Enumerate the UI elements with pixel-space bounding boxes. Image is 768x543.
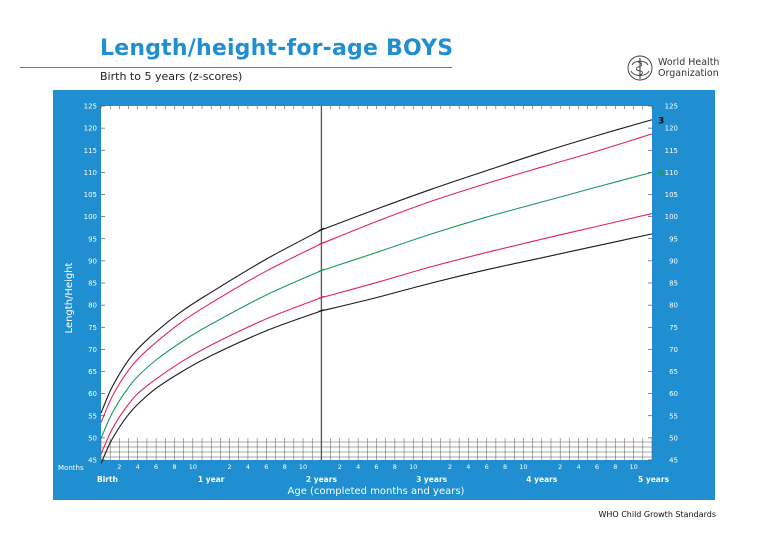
who-name: World Health Organization [658,57,719,79]
y-tick-label-right: 120 [665,125,678,133]
year-label: 3 years [416,475,448,484]
month-tick-label: 8 [613,463,617,471]
y-tick-label-right: 50 [669,434,678,442]
month-tick-label: 4 [136,463,140,471]
y-tick-label-right: 60 [669,390,678,398]
curve-label-z0: 0 [658,169,664,179]
y-tick-label-left: 105 [84,191,97,199]
months-axis-label: Months [58,464,84,472]
y-tick-label-left: 120 [84,125,97,133]
y-tick-label-left: 65 [88,368,97,376]
y-tick-label-left: 95 [88,235,97,243]
y-tick-label-right: 80 [669,302,678,310]
y-tick-label-left: 45 [88,457,97,465]
x-axis-label: Age (completed months and years) [288,486,465,497]
y-tick-label-left: 100 [84,213,97,221]
month-tick-label: 2 [227,463,231,471]
year-label: 4 years [526,475,558,484]
month-tick-label: 2 [338,463,342,471]
month-tick-label: 6 [374,463,378,471]
month-tick-label: 10 [189,463,197,471]
month-tick-label: 8 [393,463,397,471]
month-tick-label: 10 [299,463,307,471]
series-line-z-2 [100,212,653,455]
year-label: 1 year [198,475,225,484]
month-tick-label: 8 [172,463,176,471]
y-tick-label-left: 125 [84,103,97,111]
axis-ticks [100,105,653,461]
y-tick-label-right: 85 [669,280,678,288]
chart-title: Length/height-for-age BOYS [100,36,454,61]
series-group [100,119,653,464]
month-tick-label: 4 [466,463,470,471]
y-tick-label-left: 85 [88,280,97,288]
month-tick-label: 10 [629,463,637,471]
y-tick-label-right: 65 [669,368,678,376]
month-tick-label: 6 [485,463,489,471]
y-tick-label-right: 70 [669,346,678,354]
series-line-z3 [100,119,653,414]
month-tick-label: 8 [503,463,507,471]
y-tick-label-right: 95 [669,235,678,243]
y-tick-label-left: 75 [88,324,97,332]
month-tick-label: 4 [356,463,360,471]
series-line-z2 [100,133,653,424]
month-tick-label: 8 [283,463,287,471]
month-tick-label: 10 [519,463,527,471]
y-axis-label: Length/Height [64,262,75,333]
who-name-line2: Organization [658,68,719,79]
month-tick-label: 2 [117,463,121,471]
month-tick-label: 6 [154,463,158,471]
title-underline [20,67,452,68]
y-tick-label-right: 55 [669,412,678,420]
series-line-z0 [100,171,653,439]
year-label: 2 years [306,475,338,484]
y-tick-label-left: 55 [88,412,97,420]
y-tick-label-left: 110 [84,169,97,177]
year-label: Birth [97,475,118,484]
month-tick-label: 6 [595,463,599,471]
who-logo: World Health Organization [626,54,726,82]
who-emblem-icon [627,55,653,81]
y-tick-label-left: 115 [84,147,97,155]
month-tick-label: 2 [558,463,562,471]
month-tick-label: 6 [264,463,268,471]
y-tick-label-right: 110 [665,169,678,177]
y-tick-label-left: 70 [88,346,97,354]
y-tick-label-left: 80 [88,302,97,310]
chart-subtitle: Birth to 5 years (z-scores) [100,70,243,83]
y-tick-label-right: 90 [669,257,678,265]
y-tick-label-right: 115 [665,147,678,155]
month-tick-label: 4 [576,463,580,471]
who-name-line1: World Health [658,57,720,68]
y-tick-label-right: 100 [665,213,678,221]
series-line-z-3 [100,233,653,464]
y-tick-label-right: 125 [665,103,678,111]
y-tick-label-right: 45 [669,457,678,465]
month-tick-label: 4 [246,463,250,471]
y-tick-label-right: 105 [665,191,678,199]
y-tick-label-left: 90 [88,257,97,265]
footer-source: WHO Child Growth Standards [598,510,716,519]
y-tick-label-left: 50 [88,434,97,442]
year-label: 5 years [638,475,670,484]
y-tick-label-left: 60 [88,390,97,398]
y-tick-label-right: 75 [669,324,678,332]
month-tick-label: 2 [448,463,452,471]
month-tick-label: 10 [409,463,417,471]
curve-label-z3: 3 [658,117,664,127]
